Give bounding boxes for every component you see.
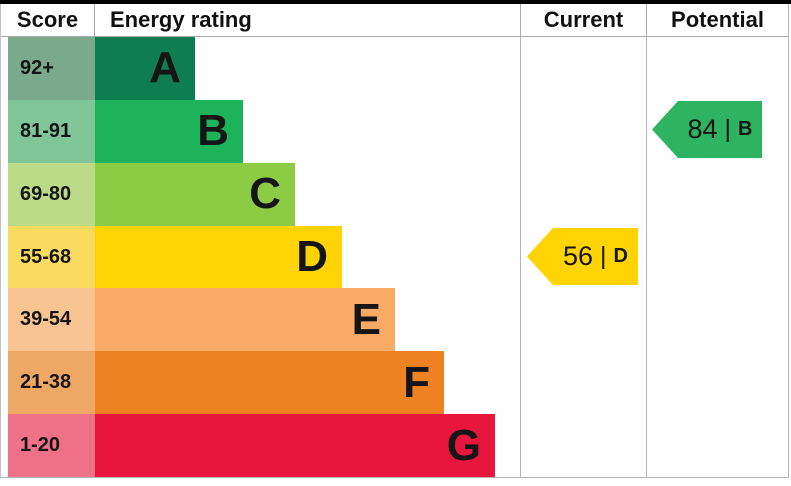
potential-band-letter: B — [738, 118, 753, 140]
score-range-c: 69-80 — [8, 162, 95, 226]
current-score: 56 — [563, 241, 594, 271]
current-rating-text: 56 | D — [553, 241, 638, 272]
band-row-b: 81-91 B — [0, 99, 791, 163]
header-energy-rating: Energy rating — [110, 7, 252, 32]
band-letter-c: C — [249, 169, 281, 219]
score-range-b: 81-91 — [8, 99, 95, 163]
band-row-g: 1-20 G — [0, 414, 791, 478]
band-letter-a: A — [149, 43, 181, 93]
band-bar-d: D — [95, 225, 342, 289]
band-letter-g: G — [446, 420, 481, 470]
band-bar-a: A — [95, 37, 195, 100]
band-rows: 92+ A 81-91 B 69-80 C 55-68 D 39-54 E 21… — [0, 37, 791, 478]
band-bar-f: F — [95, 351, 444, 415]
band-letter-e: E — [351, 294, 381, 344]
table-header: Score Energy rating Current Potential — [1, 4, 788, 37]
band-bar-g: G — [95, 414, 495, 478]
right-border — [788, 4, 789, 478]
header-current: Current — [520, 4, 646, 36]
score-range-f: 21-38 — [8, 351, 95, 415]
score-range-a: 92+ — [8, 37, 95, 100]
band-row-c: 69-80 C — [0, 162, 791, 226]
band-row-e: 39-54 E — [0, 288, 791, 352]
potential-separator: | — [724, 115, 732, 143]
band-row-d: 55-68 D — [0, 225, 791, 289]
header-score: Score — [1, 4, 95, 36]
score-range-e: 39-54 — [8, 288, 95, 352]
band-letter-b: B — [197, 106, 229, 156]
potential-rating-arrow: 84 | B — [652, 101, 762, 158]
band-bar-b: B — [95, 99, 243, 163]
band-bar-c: C — [95, 162, 295, 226]
current-separator: | — [600, 242, 607, 270]
current-rating-arrow: 56 | D — [527, 228, 638, 285]
potential-rating-text: 84 | B — [678, 114, 762, 145]
left-border — [0, 4, 1, 478]
band-letter-d: D — [296, 232, 328, 281]
band-row-a: 92+ A — [0, 37, 791, 100]
score-range-d: 55-68 — [8, 225, 95, 289]
current-band-letter: D — [613, 245, 628, 267]
column-divider-current — [520, 37, 521, 477]
header-potential: Potential — [646, 4, 788, 36]
column-divider-potential — [646, 37, 647, 477]
top-border — [0, 0, 791, 4]
band-row-f: 21-38 F — [0, 351, 791, 415]
bottom-border — [0, 477, 789, 478]
band-letter-f: F — [403, 357, 430, 407]
band-bar-e: E — [95, 288, 395, 352]
potential-score: 84 — [687, 114, 718, 144]
score-range-g: 1-20 — [8, 414, 95, 478]
